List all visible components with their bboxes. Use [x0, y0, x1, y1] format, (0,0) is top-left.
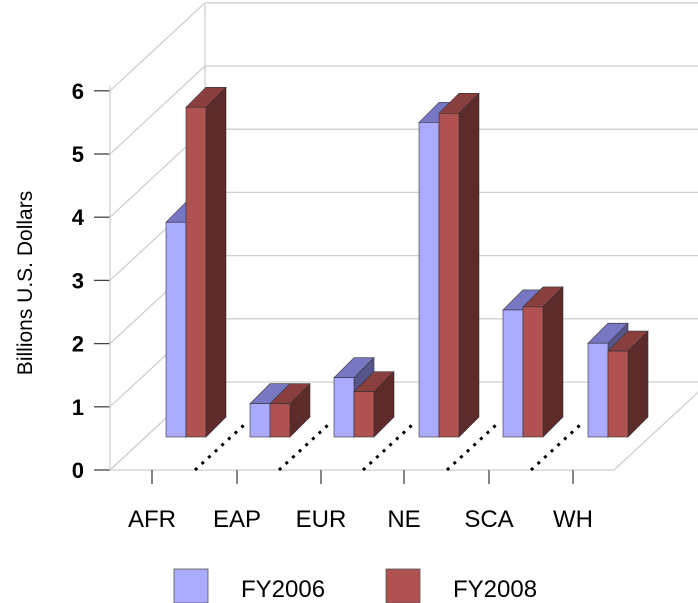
gridline-wall-6	[109, 2, 206, 92]
bar-front	[502, 309, 524, 438]
y-tick-label-3: 3	[72, 268, 84, 293]
bar-front	[333, 377, 355, 438]
y-tick-label-2: 2	[72, 332, 84, 357]
bar-front	[353, 391, 375, 438]
y-tick-label-1: 1	[72, 395, 84, 420]
gridline-wall-5	[109, 65, 206, 155]
divider-0	[193, 423, 246, 472]
x-axis-categories: AFR EAP EUR NE SCA WH	[128, 470, 593, 533]
y-axis-label: Billions U.S. Dollars	[14, 191, 37, 375]
legend: FY2006 FY2008	[173, 568, 537, 603]
y-axis-ticks: 0 1 2 3 4 5 6	[72, 79, 111, 483]
x-tick-label-eap: EAP	[213, 506, 261, 533]
bar-front	[269, 403, 291, 438]
legend-swatch-fy2008	[385, 568, 421, 603]
bar-fy2008-eap	[269, 383, 311, 438]
bar-fy2008-sca	[522, 286, 564, 438]
bar-fy2008-ne	[438, 92, 480, 438]
bar-side	[542, 286, 564, 438]
legend-swatch-fy2006	[173, 568, 209, 603]
bar-front	[418, 122, 440, 438]
bar-front	[165, 221, 187, 438]
x-tick-label-sca: SCA	[464, 506, 513, 533]
divider-2	[361, 423, 414, 472]
x-tick-label-wh: WH	[553, 506, 593, 533]
x-tick-label-afr: AFR	[128, 506, 176, 533]
y-tick-label-4: 4	[72, 205, 85, 230]
bar-front	[438, 113, 460, 438]
divider-3	[445, 423, 498, 472]
bar-front	[185, 106, 207, 438]
bar-side	[458, 92, 480, 438]
divider-1	[277, 423, 330, 472]
x-tick-label-eur: EUR	[296, 506, 347, 533]
x-tick-label-ne: NE	[387, 506, 420, 533]
legend-label-fy2008: FY2008	[453, 576, 537, 603]
legend-label-fy2006: FY2006	[241, 576, 325, 603]
y-tick-label-5: 5	[72, 142, 84, 167]
bar-front	[249, 403, 271, 438]
bar-fy2008-eur	[353, 370, 395, 438]
bar-fy2008-wh	[607, 330, 649, 438]
bar-fy2008-afr	[185, 86, 227, 438]
floor-right-edge	[613, 391, 698, 471]
category-dividers	[193, 423, 582, 472]
y-tick-label-0: 0	[72, 458, 84, 483]
divider-4	[529, 423, 582, 472]
bar-front	[607, 350, 629, 438]
y-tick-label-6: 6	[72, 79, 84, 104]
bar-side	[205, 86, 227, 438]
bar-front	[587, 342, 609, 438]
bars	[165, 86, 649, 438]
bar-front	[522, 306, 544, 438]
